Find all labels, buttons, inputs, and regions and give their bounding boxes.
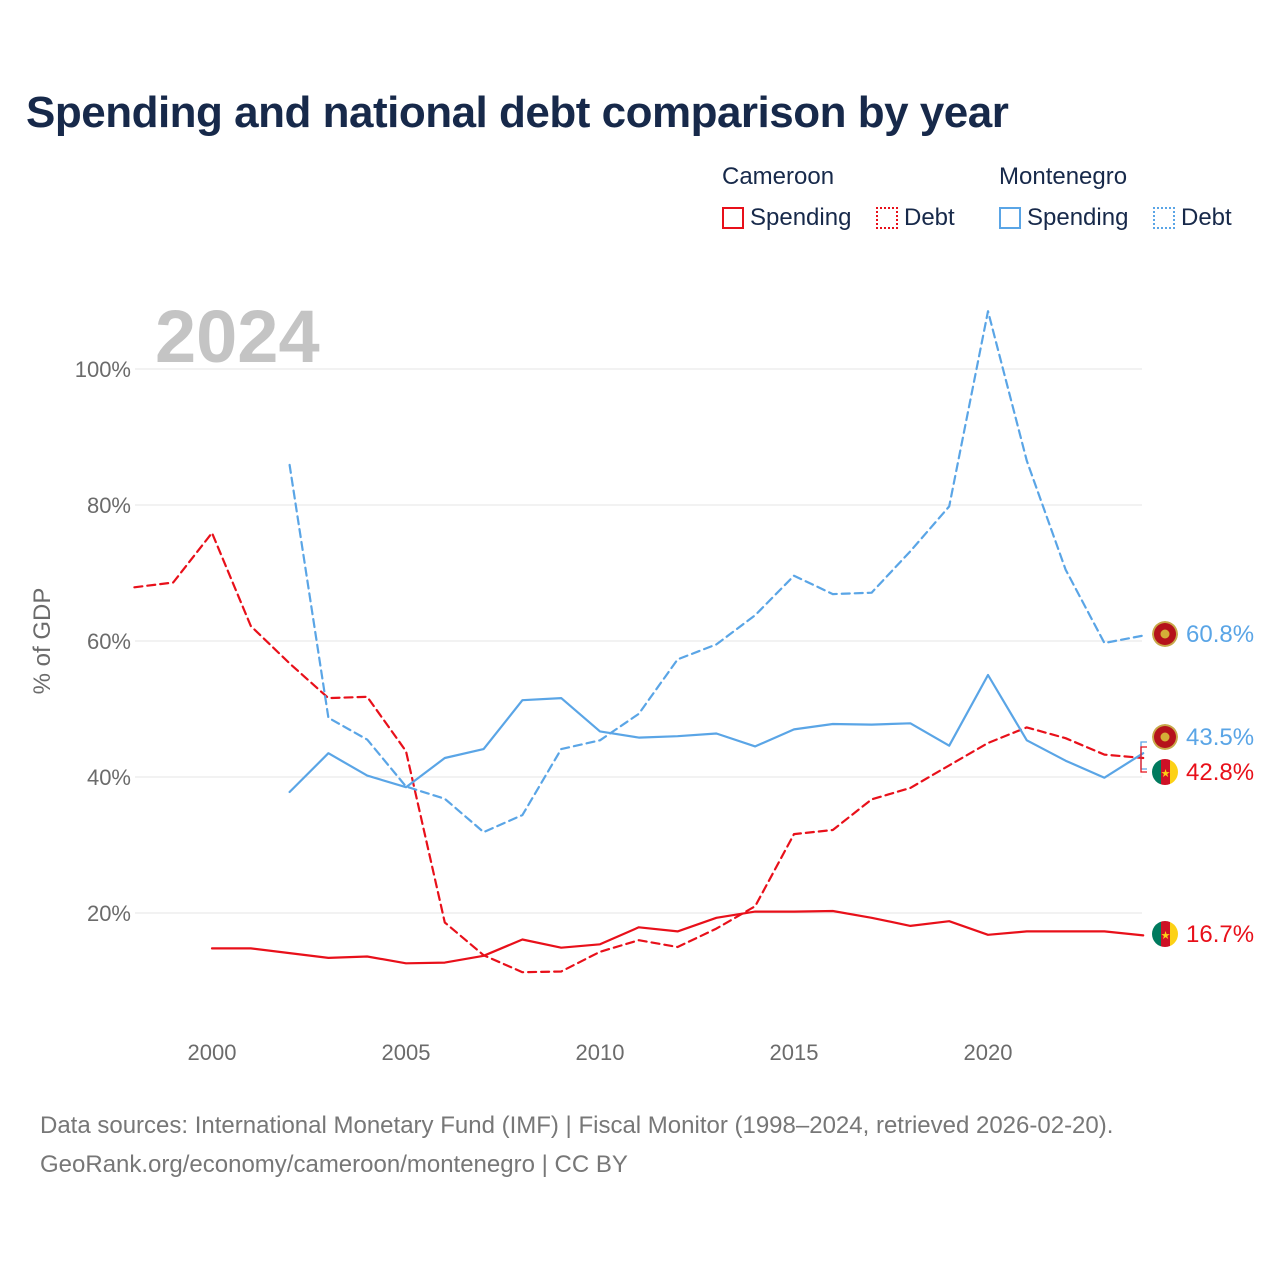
- gridlines: [135, 368, 1142, 914]
- y-tick-label: 80%: [87, 493, 131, 518]
- legend-label: Debt: [1181, 204, 1232, 231]
- legend-montenegro-spending[interactable]: Spending: [999, 204, 1128, 232]
- x-tick-label: 2005: [382, 1040, 431, 1065]
- legend-swatch-dotted-icon: [1153, 207, 1175, 229]
- legend-swatch-solid-icon: [999, 207, 1021, 229]
- end-label-cameroon-spending: 16.7%: [1186, 921, 1254, 948]
- legend-cameroon-spending[interactable]: Spending: [722, 204, 851, 232]
- sources-line: Data sources: International Monetary Fun…: [40, 1112, 1114, 1139]
- series-montenegro-debt[interactable]: [288, 310, 1145, 834]
- x-tick-label: 2000: [188, 1040, 237, 1065]
- x-tick-label: 2020: [964, 1040, 1013, 1065]
- connector-cameroon-debt: [1140, 746, 1147, 773]
- y-tick-label: 20%: [87, 901, 131, 926]
- legend-swatch-dotted-icon: [876, 207, 898, 229]
- series-lines: [133, 310, 1145, 974]
- chart-title: Spending and national debt comparison by…: [26, 88, 1009, 137]
- x-axis-ticks: 2000 2005 2010 2015 2020: [188, 1040, 1013, 1065]
- year-watermark: 2024: [155, 295, 320, 378]
- connector-montenegro-spending: [1140, 741, 1147, 770]
- end-label-montenegro-spending: 43.5%: [1186, 724, 1254, 751]
- cameroon-flag-icon: ★: [1152, 759, 1178, 785]
- series-cameroon-spending[interactable]: [210, 909, 1145, 965]
- x-tick-label: 2015: [770, 1040, 819, 1065]
- y-tick-label: 60%: [87, 629, 131, 654]
- legend-label: Spending: [1027, 204, 1129, 231]
- data-sources: Data sources: International Monetary Fun…: [40, 1106, 1113, 1184]
- legend-cameroon-debt[interactable]: Debt: [876, 204, 955, 232]
- montenegro-flag-icon: [1152, 621, 1178, 647]
- y-tick-label: 40%: [87, 765, 131, 790]
- x-tick-label: 2010: [576, 1040, 625, 1065]
- svg-text:★: ★: [1161, 929, 1171, 942]
- end-label-montenegro-debt: 60.8%: [1186, 621, 1254, 648]
- end-label-cameroon-debt: 42.8%: [1186, 759, 1254, 786]
- line-chart: 2024 20%40%60%80%100% 2000 2005 2010 2015 20…: [29, 295, 1254, 1065]
- legend-country-montenegro: Montenegro: [999, 163, 1128, 190]
- cameroon-flag-icon: ★: [1152, 921, 1178, 947]
- legend-country-cameroon: Cameroon: [722, 163, 835, 190]
- legend-label: Debt: [904, 204, 955, 231]
- montenegro-flag-icon: [1152, 724, 1178, 750]
- sources-url-line[interactable]: GeoRank.org/economy/cameroon/montenegro …: [40, 1151, 628, 1178]
- y-axis-ticks: 20% 40% 60% 80% 100%: [75, 357, 131, 926]
- series-cameroon-debt[interactable]: [133, 531, 1145, 974]
- legend-montenegro-debt[interactable]: Debt: [1153, 204, 1232, 232]
- legend-swatch-solid-icon: [722, 207, 744, 229]
- y-tick-label: 100%: [75, 357, 131, 382]
- y-axis-label: % of GDP: [29, 588, 56, 695]
- series-montenegro-spending[interactable]: [288, 673, 1145, 794]
- legend-label: Spending: [750, 204, 852, 231]
- svg-text:★: ★: [1161, 767, 1171, 780]
